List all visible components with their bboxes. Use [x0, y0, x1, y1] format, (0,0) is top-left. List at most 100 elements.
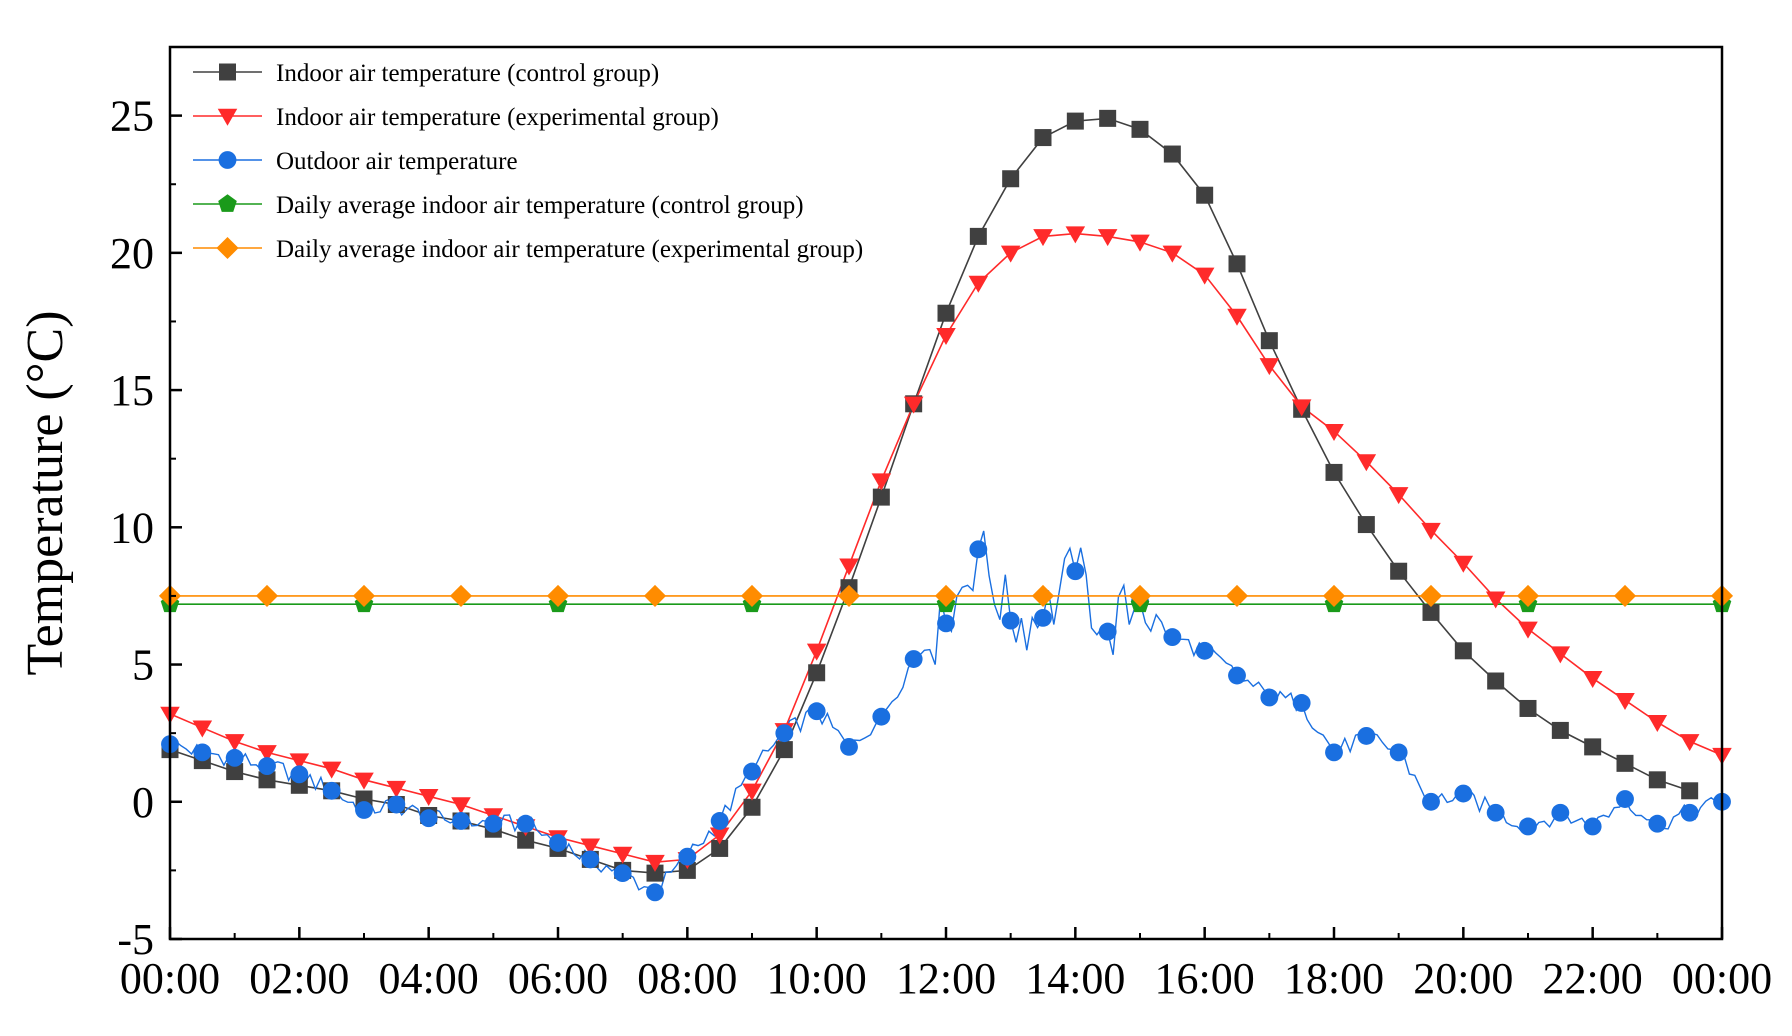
data-point-experimental-indoor [1097, 229, 1118, 247]
data-point-outdoor [710, 812, 729, 830]
data-point-experimental-indoor [1227, 308, 1247, 326]
data-point-outdoor [613, 864, 632, 883]
data-point-avg-experimental [837, 584, 861, 607]
x-tick-label: 02:00 [249, 954, 349, 1003]
data-point-experimental-indoor [1000, 245, 1021, 263]
data-point-avg-experimental [740, 584, 764, 607]
data-point-outdoor [1616, 790, 1634, 808]
data-point-control-indoor [1066, 112, 1084, 130]
data-point-outdoor [1486, 803, 1505, 822]
data-point-outdoor [516, 814, 535, 833]
data-point-avg-experimental [1322, 584, 1346, 607]
y-tick-label: 20 [110, 229, 154, 278]
data-point-outdoor [1680, 803, 1699, 822]
data-point-outdoor [1519, 817, 1537, 836]
data-point-outdoor [1648, 814, 1667, 833]
data-point-outdoor [969, 540, 988, 559]
data-point-control-indoor [1487, 672, 1505, 690]
data-point-outdoor [452, 812, 470, 830]
data-point-experimental-indoor [1615, 692, 1635, 710]
data-point-experimental-indoor [257, 745, 277, 763]
data-point-experimental-indoor [1324, 424, 1344, 442]
data-point-outdoor [322, 781, 341, 800]
data-point-outdoor [1098, 622, 1117, 641]
data-point-control-indoor [517, 831, 535, 849]
data-point-control-indoor [1228, 255, 1246, 273]
x-tick-label: 14:00 [1025, 954, 1125, 1003]
data-point-control-indoor [1584, 738, 1602, 756]
data-point-outdoor [258, 757, 276, 776]
data-point-experimental-indoor [289, 753, 310, 771]
x-tick-label: 00:00 [1672, 954, 1772, 1003]
legend-label-avg-experimental: Daily average indoor air temperature (ex… [276, 236, 863, 263]
data-point-avg-experimental [1419, 584, 1443, 607]
data-point-avg-experimental [1031, 584, 1055, 607]
x-tick-label: 08:00 [637, 954, 737, 1003]
data-point-avg-experimental [1613, 584, 1637, 607]
data-point-avg-experimental [643, 584, 667, 607]
data-point-experimental-indoor [418, 789, 439, 807]
data-point-outdoor [225, 748, 244, 767]
data-point-outdoor [387, 795, 406, 814]
data-point-control-indoor [969, 227, 987, 245]
data-point-outdoor [581, 850, 600, 869]
y-tick-label: 5 [132, 641, 154, 690]
data-point-control-indoor [1163, 145, 1181, 163]
y-tick-label: 10 [110, 503, 154, 552]
data-point-control-indoor [937, 304, 955, 322]
data-point-experimental-indoor [580, 838, 601, 856]
data-point-control-indoor [258, 771, 276, 789]
data-point-experimental-indoor [1356, 454, 1377, 472]
data-point-control-indoor [1551, 721, 1569, 739]
data-point-control-indoor [711, 839, 729, 857]
data-point-control-indoor [1260, 332, 1278, 350]
data-point-experimental-indoor [936, 327, 956, 345]
data-point-experimental-indoor [354, 772, 374, 790]
y-tick-label: 0 [132, 778, 154, 827]
data-point-avg-experimental [352, 584, 376, 607]
x-tick-label: 04:00 [379, 954, 479, 1003]
data-point-experimental-indoor [1550, 646, 1571, 664]
data-point-experimental-indoor [1162, 245, 1183, 263]
data-point-experimental-indoor [645, 854, 665, 872]
data-point-control-indoor [678, 861, 696, 879]
data-point-control-indoor [1390, 562, 1408, 580]
data-point-outdoor [355, 801, 373, 819]
data-point-outdoor [937, 614, 955, 633]
data-point-avg-experimental [449, 584, 473, 607]
legend-label-outdoor: Outdoor air temperature [276, 148, 518, 175]
data-point-control-indoor [1034, 129, 1052, 147]
data-point-experimental-indoor [1421, 522, 1441, 540]
data-point-experimental-indoor [192, 720, 213, 738]
legend-marker-control-indoor [219, 63, 236, 81]
data-point-experimental-indoor [1388, 487, 1409, 505]
data-point-experimental-indoor [1518, 621, 1538, 639]
data-point-outdoor [840, 737, 858, 756]
data-point-outdoor [1034, 608, 1052, 627]
data-point-outdoor [904, 650, 923, 668]
data-point-control-indoor [872, 488, 890, 506]
data-point-control-indoor [1357, 516, 1375, 534]
data-point-experimental-indoor [871, 473, 892, 491]
data-point-experimental-indoor [1194, 267, 1215, 285]
data-point-control-indoor [226, 763, 244, 781]
y-tick-label: 15 [110, 366, 154, 415]
data-point-experimental-indoor [742, 783, 762, 801]
data-point-experimental-indoor [386, 780, 407, 798]
data-point-experimental-indoor [1065, 226, 1086, 244]
data-point-outdoor [872, 707, 891, 726]
y-axis-title: Temperature (°C) [17, 310, 74, 675]
data-point-outdoor [1195, 641, 1214, 660]
x-tick-label: 20:00 [1413, 954, 1513, 1003]
legend-label-control-indoor: Indoor air temperature (control group) [276, 60, 659, 87]
data-point-outdoor [1389, 743, 1408, 762]
data-point-control-indoor [775, 741, 793, 759]
legend-marker-experimental-indoor [217, 108, 238, 126]
data-point-control-indoor [1519, 699, 1537, 717]
data-point-outdoor [1551, 803, 1570, 822]
data-point-experimental-indoor [1647, 714, 1668, 732]
data-point-control-indoor [1454, 642, 1472, 660]
data-point-outdoor [1325, 743, 1343, 762]
